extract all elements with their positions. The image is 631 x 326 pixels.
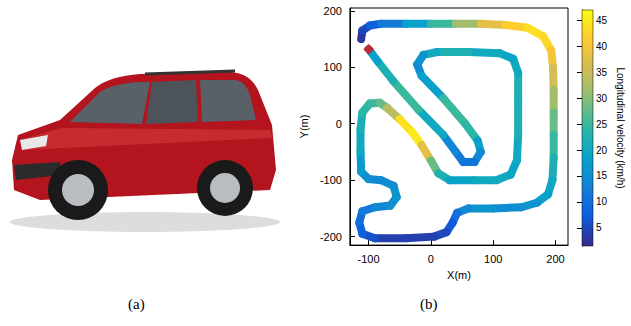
svg-text:15: 15 (596, 170, 608, 181)
svg-text:0: 0 (428, 253, 434, 265)
svg-text:0: 0 (336, 118, 342, 130)
svg-text:35: 35 (596, 67, 608, 78)
svg-text:-200: -200 (320, 231, 342, 243)
svg-text:45: 45 (596, 15, 608, 26)
svg-text:Longitudinal velocity (km/h): Longitudinal velocity (km/h) (615, 67, 626, 188)
html-text:(a): (a) (128, 296, 145, 312)
html-text:(b): (b) (420, 296, 438, 312)
svg-text:X(m): X(m) (447, 269, 471, 281)
svg-text:20: 20 (596, 145, 608, 156)
svg-text:Y(m): Y(m) (298, 115, 310, 139)
svg-text:200: 200 (546, 253, 564, 265)
svg-text:5: 5 (596, 222, 602, 233)
svg-text:10: 10 (596, 196, 608, 207)
svg-text:100: 100 (484, 253, 502, 265)
svg-text:-100: -100 (358, 253, 380, 265)
svg-text:100: 100 (324, 61, 342, 73)
svg-text:40: 40 (596, 41, 608, 52)
svg-text:25: 25 (596, 119, 608, 130)
svg-text:-100: -100 (320, 174, 342, 186)
svg-text:200: 200 (324, 5, 342, 17)
svg-text:30: 30 (596, 93, 608, 104)
